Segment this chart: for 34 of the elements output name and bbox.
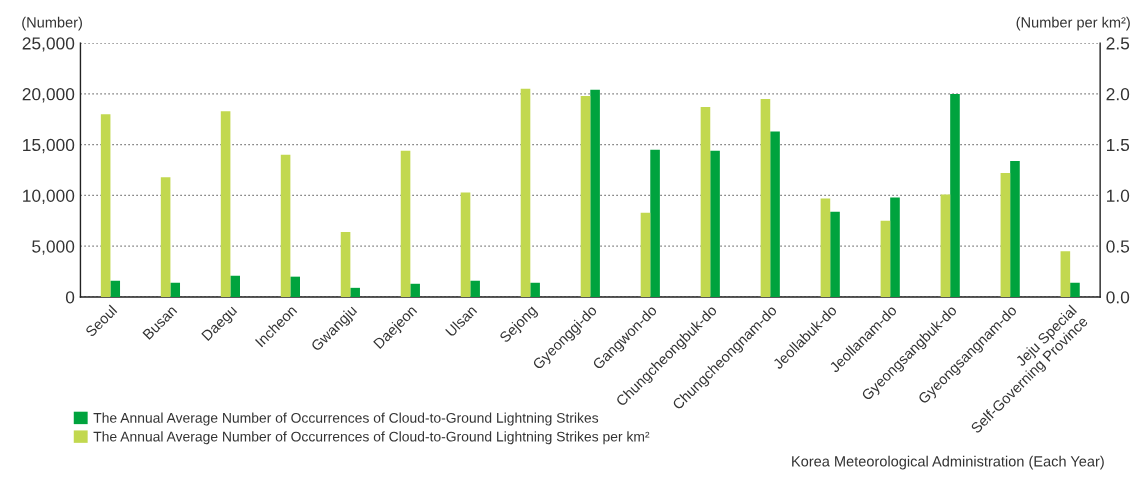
y2-tick-label: 1.0 — [1107, 189, 1130, 202]
bar — [400, 150, 411, 297]
bar — [170, 282, 181, 297]
y2-tick-label: 0.0 — [1106, 291, 1130, 304]
y2-tick-label: 2.0 — [1106, 88, 1130, 101]
bar — [520, 88, 531, 297]
bar — [470, 280, 480, 297]
text: Korea Meteorological Administration (Each Year) — [792, 455, 1104, 470]
y2-tick-label: 0.5 — [1106, 240, 1130, 253]
bar — [350, 287, 360, 297]
bar — [110, 280, 121, 297]
bar — [160, 177, 171, 297]
bar — [220, 111, 231, 297]
y2-tick-label: 2.5 — [1106, 37, 1130, 50]
legend-label: The Annual Average Number of Occurrences of Cloud-to-Ground Lightning Strikes — [93, 412, 599, 426]
y2-tick-label: 1.5 — [1107, 139, 1130, 152]
bar — [460, 192, 471, 297]
bar — [280, 154, 291, 297]
y-axis-title: (Number) — [22, 16, 82, 31]
bar — [1060, 251, 1071, 297]
bar — [230, 275, 240, 297]
bar — [530, 282, 540, 297]
y-tick-label: 10,000 — [23, 189, 75, 204]
y-tick-label: 5,000 — [32, 240, 75, 255]
y2-axis-title: (Number per km²) — [1016, 16, 1130, 31]
y-tick-label: 25,000 — [22, 37, 75, 52]
y-tick-label: 20,000 — [22, 88, 75, 103]
y-tick-label: 15,000 — [23, 138, 75, 154]
bar — [410, 283, 420, 297]
bar — [340, 231, 351, 297]
legend-label: The Annual Average Number of Occurrences of Cloud-to-Ground Lightning Strikes per km² — [93, 431, 650, 445]
bar — [290, 276, 300, 297]
bar — [100, 114, 111, 297]
y-tick-label: 0 — [65, 291, 75, 304]
